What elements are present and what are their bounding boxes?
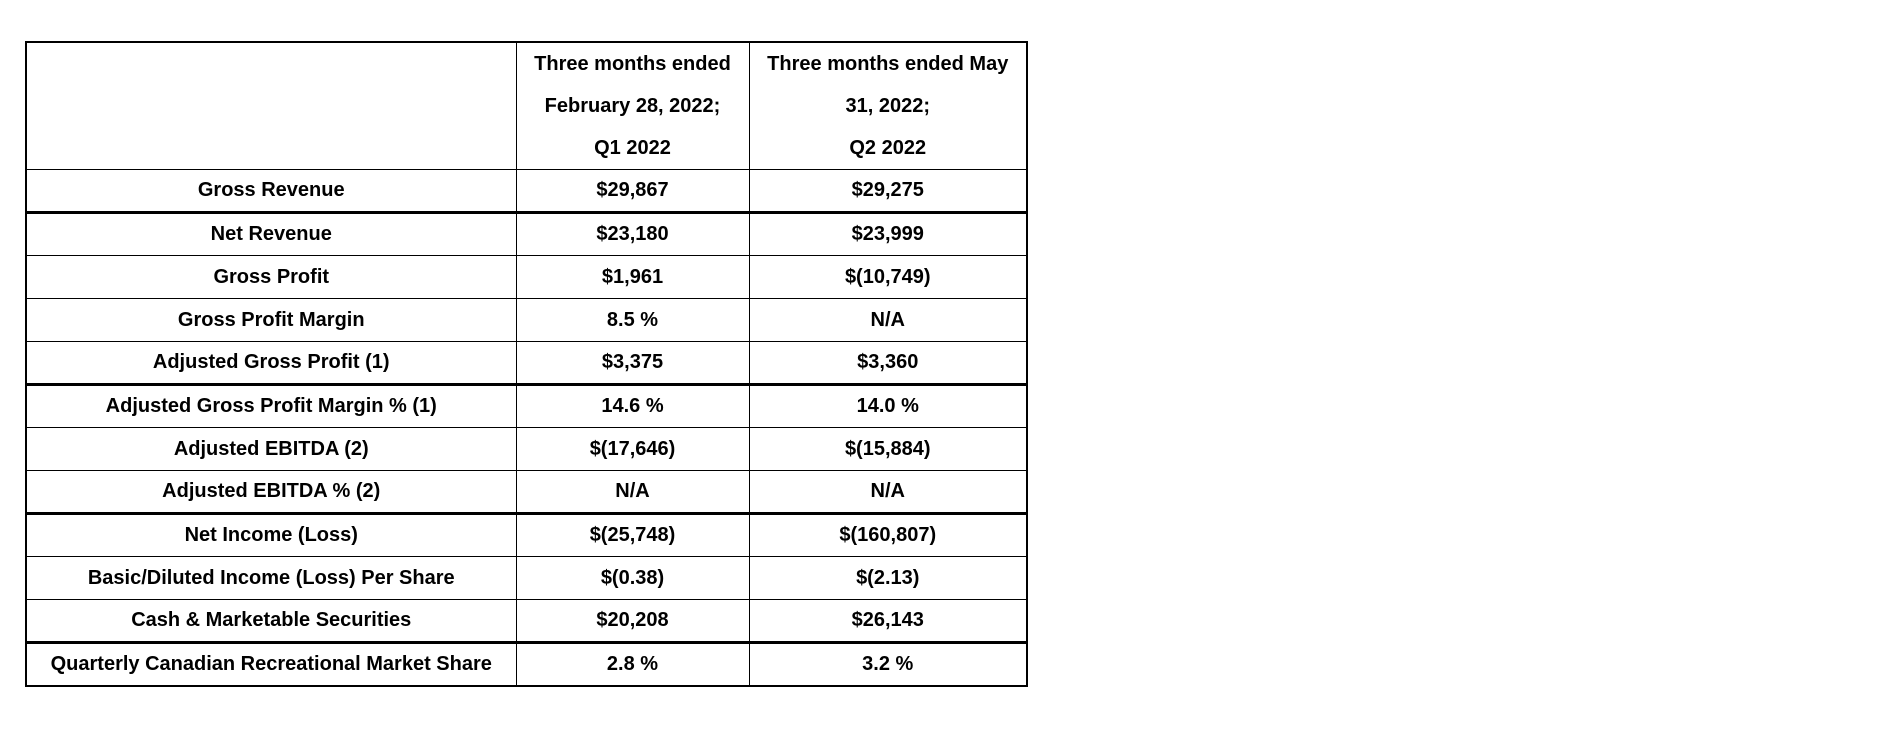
header-q2-line3: Q2 2022 bbox=[849, 137, 927, 159]
table-row-adjusted-ebitda: Adjusted EBITDA (2) $(17,646) $(15,884) bbox=[25, 427, 1028, 471]
header-q2-2022-cell: Three months ended May 31, 2022; Q2 2022 bbox=[748, 41, 1028, 170]
row-label-cell: Gross Profit bbox=[25, 255, 517, 299]
row-label-cell: Net Revenue bbox=[25, 212, 517, 256]
table-row-gross-profit: Gross Profit $1,961 $(10,749) bbox=[25, 255, 1028, 299]
q1-value-cell: $3,375 bbox=[515, 341, 750, 386]
header-q2-line1: Three months ended May bbox=[767, 53, 1009, 75]
header-q1-line3: Q1 2022 bbox=[594, 137, 671, 159]
row-label-cell: Gross Profit Margin bbox=[25, 298, 517, 342]
q2-value-cell: N/A bbox=[748, 298, 1028, 342]
row-label-cell: Adjusted EBITDA (2) bbox=[25, 427, 517, 471]
table-row-market-share: Quarterly Canadian Recreational Market S… bbox=[25, 642, 1028, 686]
q1-value-cell: 8.5 % bbox=[515, 298, 750, 342]
q1-value-cell: $23,180 bbox=[515, 212, 750, 256]
q1-value-cell: $(25,748) bbox=[515, 513, 750, 557]
q2-value-cell: N/A bbox=[748, 470, 1028, 515]
header-empty-cell bbox=[25, 41, 517, 170]
q1-value-cell: 14.6 % bbox=[515, 384, 750, 428]
row-label-cell: Cash & Marketable Securities bbox=[25, 599, 517, 644]
q2-value-cell: $3,360 bbox=[748, 341, 1028, 386]
table-row-adjusted-ebitda-pct: Adjusted EBITDA % (2) N/A N/A bbox=[25, 470, 1028, 515]
table-row-income-loss-per-share: Basic/Diluted Income (Loss) Per Share $(… bbox=[25, 556, 1028, 600]
q2-value-cell: $26,143 bbox=[748, 599, 1028, 644]
table-row-net-revenue: Net Revenue $23,180 $23,999 bbox=[25, 212, 1028, 256]
row-label-cell: Basic/Diluted Income (Loss) Per Share bbox=[25, 556, 517, 600]
q1-value-cell: 2.8 % bbox=[515, 642, 750, 686]
table-row-adjusted-gross-profit-margin: Adjusted Gross Profit Margin % (1) 14.6 … bbox=[25, 384, 1028, 428]
q1-value-cell: $29,867 bbox=[515, 169, 750, 214]
header-row: Three months ended February 28, 2022; Q1… bbox=[25, 41, 1028, 170]
table-row-adjusted-gross-profit: Adjusted Gross Profit (1) $3,375 $3,360 bbox=[25, 341, 1028, 386]
financial-summary-table: Three months ended February 28, 2022; Q1… bbox=[25, 41, 1028, 687]
row-label-cell: Gross Revenue bbox=[25, 169, 517, 214]
table-row-gross-revenue: Gross Revenue $29,867 $29,275 bbox=[25, 169, 1028, 214]
q2-value-cell: $(160,807) bbox=[748, 513, 1028, 557]
q1-value-cell: $1,961 bbox=[515, 255, 750, 299]
header-q1-2022-cell: Three months ended February 28, 2022; Q1… bbox=[515, 41, 750, 170]
row-label-cell: Adjusted EBITDA % (2) bbox=[25, 470, 517, 515]
row-label-cell: Quarterly Canadian Recreational Market S… bbox=[25, 642, 517, 686]
q1-value-cell: $(0.38) bbox=[515, 556, 750, 600]
q1-value-cell: N/A bbox=[515, 470, 750, 515]
q2-value-cell: 14.0 % bbox=[748, 384, 1028, 428]
header-q1-line2: February 28, 2022; bbox=[544, 95, 721, 117]
q1-value-cell: $20,208 bbox=[515, 599, 750, 644]
q2-value-cell: $(2.13) bbox=[748, 556, 1028, 600]
q2-value-cell: 3.2 % bbox=[748, 642, 1028, 686]
q2-value-cell: $(15,884) bbox=[748, 427, 1028, 471]
table-row-cash-marketable-securities: Cash & Marketable Securities $20,208 $26… bbox=[25, 599, 1028, 644]
header-q1-line1: Three months ended bbox=[534, 53, 731, 75]
q1-value-cell: $(17,646) bbox=[515, 427, 750, 471]
row-label-cell: Adjusted Gross Profit Margin % (1) bbox=[25, 384, 517, 428]
table-row-net-income-loss: Net Income (Loss) $(25,748) $(160,807) bbox=[25, 513, 1028, 557]
table-row-gross-profit-margin: Gross Profit Margin 8.5 % N/A bbox=[25, 298, 1028, 342]
header-q2-line2: 31, 2022; bbox=[845, 95, 930, 117]
q2-value-cell: $23,999 bbox=[748, 212, 1028, 256]
q2-value-cell: $(10,749) bbox=[748, 255, 1028, 299]
row-label-cell: Adjusted Gross Profit (1) bbox=[25, 341, 517, 386]
row-label-cell: Net Income (Loss) bbox=[25, 513, 517, 557]
q2-value-cell: $29,275 bbox=[748, 169, 1028, 214]
